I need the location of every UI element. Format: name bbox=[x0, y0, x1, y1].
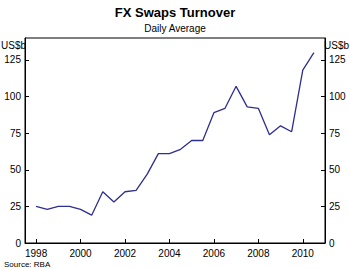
svg-text:2006: 2006 bbox=[203, 248, 226, 259]
svg-text:0: 0 bbox=[329, 238, 335, 249]
svg-text:0: 0 bbox=[15, 238, 21, 249]
svg-text:2008: 2008 bbox=[247, 248, 270, 259]
svg-text:2000: 2000 bbox=[69, 248, 92, 259]
svg-text:US$b: US$b bbox=[1, 40, 26, 51]
svg-text:75: 75 bbox=[10, 128, 22, 139]
svg-text:25: 25 bbox=[329, 201, 341, 212]
svg-text:100: 100 bbox=[329, 91, 346, 102]
svg-text:Daily Average: Daily Average bbox=[144, 23, 206, 34]
svg-text:125: 125 bbox=[329, 54, 346, 65]
svg-text:75: 75 bbox=[329, 128, 341, 139]
svg-text:2004: 2004 bbox=[158, 248, 181, 259]
svg-text:25: 25 bbox=[10, 201, 22, 212]
svg-text:100: 100 bbox=[4, 91, 21, 102]
svg-text:US$b: US$b bbox=[324, 40, 349, 51]
svg-text:1998: 1998 bbox=[25, 248, 48, 259]
svg-text:125: 125 bbox=[4, 54, 21, 65]
svg-text:2002: 2002 bbox=[114, 248, 137, 259]
svg-text:Source: RBA: Source: RBA bbox=[4, 260, 51, 269]
svg-text:50: 50 bbox=[329, 164, 341, 175]
svg-text:FX Swaps Turnover: FX Swaps Turnover bbox=[115, 5, 235, 20]
svg-text:50: 50 bbox=[10, 164, 22, 175]
svg-text:2010: 2010 bbox=[292, 248, 315, 259]
